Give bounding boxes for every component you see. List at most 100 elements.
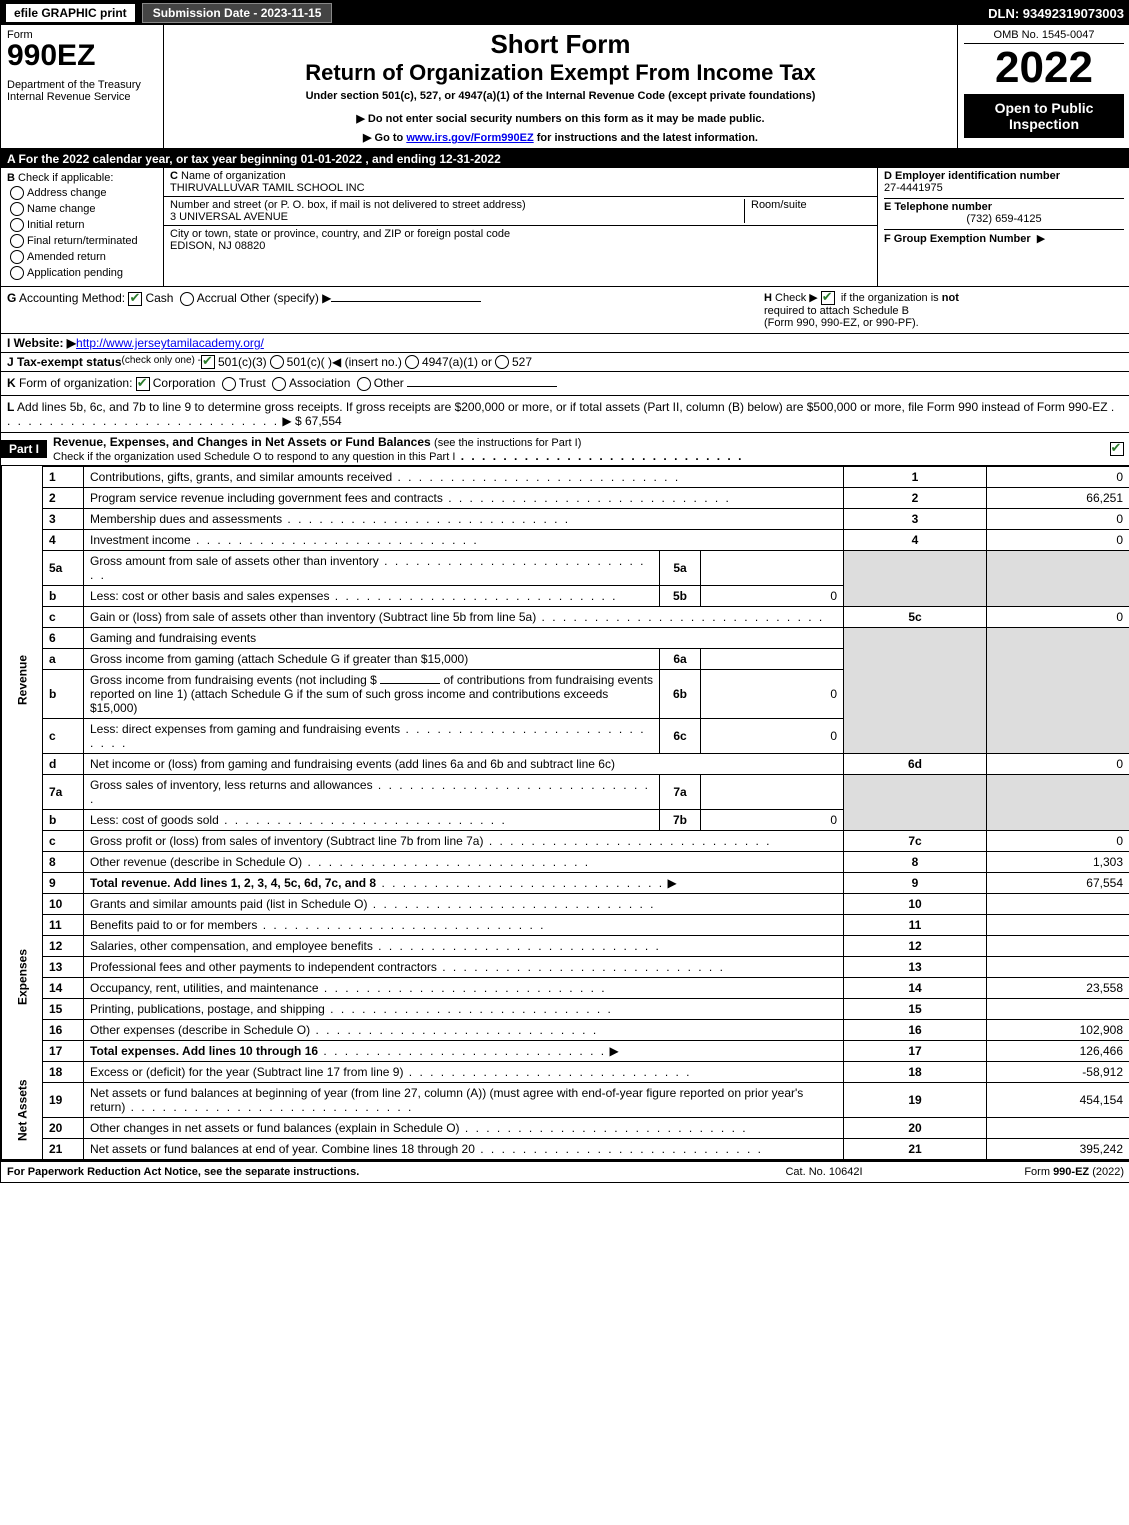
g-other: Other (specify) ▶ xyxy=(240,291,331,305)
check-initial-return[interactable]: Initial return xyxy=(7,218,157,232)
line-7c-num: c xyxy=(43,830,84,851)
line-5b-sub: 5b xyxy=(660,585,701,606)
line-11-val xyxy=(987,914,1129,935)
line-6-num: 6 xyxy=(43,627,84,648)
website-link[interactable]: http://www.jerseytamilacademy.org/ xyxy=(76,336,264,350)
check-h[interactable] xyxy=(821,291,835,305)
line-7a-subval xyxy=(701,774,844,809)
line-10-desc: Grants and similar amounts paid (list in… xyxy=(84,893,844,914)
g-text: Accounting Method: xyxy=(19,291,125,305)
line-7c-val: 0 xyxy=(987,830,1129,851)
line-10-val xyxy=(987,893,1129,914)
city-label: City or town, state or province, country… xyxy=(170,228,510,240)
line-17-num: 17 xyxy=(43,1040,84,1061)
part-1-title: Revenue, Expenses, and Changes in Net As… xyxy=(53,435,431,449)
check-corporation[interactable] xyxy=(136,377,150,391)
h-not: not xyxy=(942,292,959,304)
other-specify-input[interactable] xyxy=(331,301,481,302)
check-final-return[interactable]: Final return/terminated xyxy=(7,234,157,248)
line-9-num: 9 xyxy=(43,872,84,893)
line-6a-subval xyxy=(701,648,844,669)
line-21-num: 21 xyxy=(43,1138,84,1159)
line-5ab-shaded xyxy=(844,550,987,606)
form-number: 990EZ xyxy=(7,41,157,71)
under-section: Under section 501(c), 527, or 4947(a)(1)… xyxy=(170,90,951,102)
line-19-val: 454,154 xyxy=(987,1082,1129,1117)
check-association[interactable] xyxy=(272,377,286,391)
row-i: I Website: ▶ http://www.jerseytamilacade… xyxy=(1,334,1129,353)
j-sub: (check only one) - xyxy=(122,355,201,369)
return-title: Return of Organization Exempt From Incom… xyxy=(170,60,951,86)
check-cash[interactable] xyxy=(128,292,142,306)
check-accrual[interactable] xyxy=(180,292,194,306)
line-19-num: 19 xyxy=(43,1082,84,1117)
check-527[interactable] xyxy=(495,355,509,369)
check-trust[interactable] xyxy=(222,377,236,391)
line-6a-num: a xyxy=(43,648,84,669)
other-org-input[interactable] xyxy=(407,386,557,387)
go-to-line: ▶ Go to www.irs.gov/Form990EZ for instru… xyxy=(170,131,951,144)
tax-year: 2022 xyxy=(964,46,1124,90)
line-2-num: 2 xyxy=(43,487,84,508)
line-6-shaded xyxy=(844,627,987,753)
line-20-desc: Other changes in net assets or fund bala… xyxy=(84,1117,844,1138)
go-to-prefix: ▶ Go to xyxy=(363,132,406,144)
line-1-val: 0 xyxy=(987,466,1129,487)
go-to-link[interactable]: www.irs.gov/Form990EZ xyxy=(406,132,533,144)
line-6c-desc: Less: direct expenses from gaming and fu… xyxy=(84,718,660,753)
line-4-box: 4 xyxy=(844,529,987,550)
efile-button[interactable]: efile GRAPHIC print xyxy=(5,3,136,23)
line-18-num: 18 xyxy=(43,1061,84,1082)
k-text: Form of organization: xyxy=(19,376,132,390)
line-6b-blank[interactable] xyxy=(380,683,440,684)
check-amended-return[interactable]: Amended return xyxy=(7,250,157,264)
check-address-change[interactable]: Address change xyxy=(7,186,157,200)
line-7c-desc: Gross profit or (loss) from sales of inv… xyxy=(84,830,844,851)
line-5a-num: 5a xyxy=(43,550,84,585)
line-5b-subval: 0 xyxy=(701,585,844,606)
line-6b-sub: 6b xyxy=(660,669,701,718)
check-name-change[interactable]: Name change xyxy=(7,202,157,216)
line-16-desc: Other expenses (describe in Schedule O) xyxy=(84,1019,844,1040)
line-6d-desc: Net income or (loss) from gaming and fun… xyxy=(84,753,844,774)
lines-table: Revenue 1 Contributions, gifts, grants, … xyxy=(1,466,1129,1160)
line-5b-num: b xyxy=(43,585,84,606)
department-label: Department of the Treasury Internal Reve… xyxy=(7,79,157,103)
line-15-val xyxy=(987,998,1129,1019)
line-3-val: 0 xyxy=(987,508,1129,529)
part-1-check[interactable] xyxy=(1110,442,1124,456)
line-8-desc: Other revenue (describe in Schedule O) xyxy=(84,851,844,872)
line-7-shaded xyxy=(844,774,987,830)
line-21-box: 21 xyxy=(844,1138,987,1159)
line-16-num: 16 xyxy=(43,1019,84,1040)
col-c: C Name of organization THIRUVALLUVAR TAM… xyxy=(164,168,878,286)
f-arrow-icon: ▶ xyxy=(1037,232,1045,245)
submission-date: Submission Date - 2023-11-15 xyxy=(142,3,333,23)
line-6-desc: Gaming and fundraising events xyxy=(84,627,844,648)
line-6c-subval: 0 xyxy=(701,718,844,753)
check-501c[interactable] xyxy=(270,355,284,369)
row-a-calendar-year: A For the 2022 calendar year, or tax yea… xyxy=(1,150,1129,168)
line-21-desc: Net assets or fund balances at end of ye… xyxy=(84,1138,844,1159)
line-6c-sub: 6c xyxy=(660,718,701,753)
check-application-pending[interactable]: Application pending xyxy=(7,266,157,280)
h-text: Check ▶ xyxy=(775,292,818,304)
check-other-org[interactable] xyxy=(357,377,371,391)
line-8-num: 8 xyxy=(43,851,84,872)
part-1-subline: Check if the organization used Schedule … xyxy=(53,451,455,463)
line-6d-box: 6d xyxy=(844,753,987,774)
c-label: C xyxy=(170,170,178,182)
city-value: EDISON, NJ 08820 xyxy=(170,240,265,252)
line-9-desc: Total revenue. Add lines 1, 2, 3, 4, 5c,… xyxy=(84,872,844,893)
line-14-box: 14 xyxy=(844,977,987,998)
check-501c3[interactable] xyxy=(201,355,215,369)
check-4947[interactable] xyxy=(405,355,419,369)
line-7a-sub: 7a xyxy=(660,774,701,809)
col-def: D Employer identification number 27-4441… xyxy=(878,168,1129,286)
open-to-public: Open to Public Inspection xyxy=(964,94,1124,138)
header-left: Form 990EZ Department of the Treasury In… xyxy=(1,25,164,148)
line-7a-num: 7a xyxy=(43,774,84,809)
line-3-desc: Membership dues and assessments xyxy=(84,508,844,529)
line-5a-subval xyxy=(701,550,844,585)
row-g-h: G Accounting Method: Cash Accrual Other … xyxy=(1,287,1129,334)
